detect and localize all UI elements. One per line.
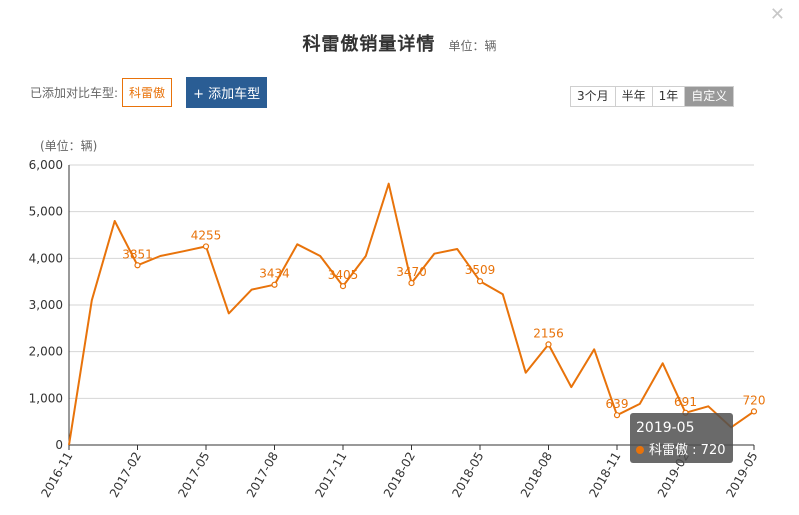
data-label: 4255 (191, 228, 222, 242)
range-3-months[interactable]: 3个月 (571, 87, 616, 106)
series-line (68, 182, 755, 446)
data-label: 2156 (533, 326, 564, 340)
data-label: 639 (606, 397, 629, 411)
data-label: 3851 (122, 247, 153, 261)
x-tick-label: 2016-11 (38, 450, 75, 500)
page-title: 科雷傲销量详情 (302, 34, 436, 55)
data-label: 720 (743, 393, 766, 407)
add-car-button[interactable]: + 添加车型 (186, 77, 268, 108)
compare-row: 已添加对比车型: 科雷傲 + 添加车型 (30, 77, 268, 108)
range-selector: 3个月 半年 1年 自定义 (570, 86, 735, 107)
y-tick-label: 1,000 (29, 391, 63, 405)
compare-label: 已添加对比车型: (30, 86, 119, 100)
range-custom[interactable]: 自定义 (685, 87, 734, 106)
x-tick-label: 2018-02 (381, 450, 418, 500)
x-tick-label: 2017-11 (312, 450, 349, 500)
y-tick-label: 0 (55, 438, 63, 452)
x-tick-label: 2017-05 (175, 450, 212, 500)
close-icon[interactable]: ✕ (769, 4, 785, 25)
range-half-year[interactable]: 半年 (615, 87, 653, 106)
data-point (476, 278, 484, 285)
chart-tooltip: 2019-05 科雷傲 : 720 (630, 413, 733, 463)
data-label: 3470 (396, 265, 427, 279)
tooltip-date: 2019-05 (636, 420, 695, 436)
data-point (750, 408, 758, 415)
title-row: 科雷傲销量详情 单位：辆 (0, 30, 799, 56)
data-label: 3509 (465, 263, 496, 277)
data-point (339, 283, 347, 290)
series-dot-icon (636, 446, 644, 454)
x-tick-label: 2018-05 (449, 450, 486, 500)
compare-car-tag[interactable]: 科雷傲 (122, 78, 173, 107)
x-tick-label: 2018-11 (586, 450, 623, 500)
y-tick-label: 6,000 (29, 158, 63, 172)
data-point (545, 341, 552, 348)
data-label: 3405 (328, 268, 359, 282)
y-tick-label: 3,000 (29, 298, 63, 312)
y-tick-label: 2,000 (29, 345, 63, 359)
tooltip-series-name: 科雷傲 (649, 443, 689, 458)
y-tick-label: 5,000 (29, 205, 63, 219)
data-label: 691 (674, 395, 697, 409)
x-tick-label: 2017-02 (107, 450, 144, 500)
x-tick-label: 2018-08 (518, 450, 555, 500)
data-point (271, 281, 278, 288)
data-label: 3434 (259, 267, 290, 281)
y-tick-label: 4,000 (29, 251, 63, 265)
unit-label: 单位：辆 (448, 39, 497, 53)
y-axis-label: (单位：辆) (40, 138, 97, 153)
data-point (134, 262, 141, 269)
x-tick-label: 2017-08 (244, 450, 281, 500)
tooltip-value-row: 科雷傲 : 720 (636, 439, 727, 458)
data-point (202, 243, 210, 250)
data-point (613, 412, 621, 419)
tooltip-value: 720 (700, 443, 726, 458)
data-point (408, 279, 415, 287)
range-1-year[interactable]: 1年 (652, 87, 686, 106)
